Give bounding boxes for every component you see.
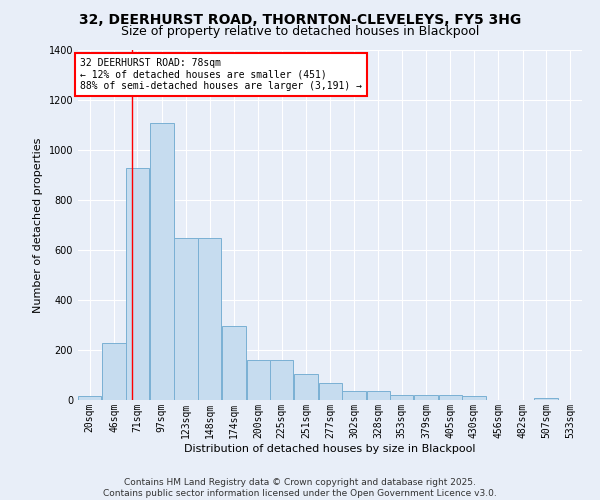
Bar (439, 394, 462, 400)
Bar (150, 122, 173, 400)
Bar (295, 374, 318, 400)
Bar (198, 238, 221, 400)
Bar (342, 391, 365, 400)
Bar (175, 238, 198, 400)
Bar (270, 360, 293, 400)
Bar (126, 168, 149, 400)
Bar (78, 396, 101, 400)
Bar (367, 391, 390, 400)
Text: 32, DEERHURST ROAD, THORNTON-CLEVELEYS, FY5 3HG: 32, DEERHURST ROAD, THORNTON-CLEVELEYS, … (79, 12, 521, 26)
Bar (462, 396, 485, 400)
X-axis label: Distribution of detached houses by size in Blackpool: Distribution of detached houses by size … (184, 444, 476, 454)
Text: 32 DEERHURST ROAD: 78sqm
← 12% of detached houses are smaller (451)
88% of semi-: 32 DEERHURST ROAD: 78sqm ← 12% of detach… (80, 58, 362, 90)
Bar (319, 382, 342, 400)
Bar (103, 342, 126, 400)
Bar (534, 398, 557, 400)
Bar (415, 394, 438, 400)
Bar (247, 360, 270, 400)
Bar (222, 326, 245, 400)
Y-axis label: Number of detached properties: Number of detached properties (33, 138, 43, 312)
Text: Size of property relative to detached houses in Blackpool: Size of property relative to detached ho… (121, 25, 479, 38)
Text: Contains HM Land Registry data © Crown copyright and database right 2025.
Contai: Contains HM Land Registry data © Crown c… (103, 478, 497, 498)
Bar (390, 394, 413, 400)
